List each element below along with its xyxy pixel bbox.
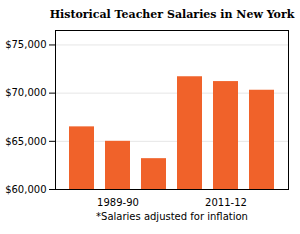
- svg-text:*Salaries adjusted for inflati: *Salaries adjusted for inflation: [96, 211, 248, 222]
- svg-text:Historical Teacher Salaries in: Historical Teacher Salaries in New York: [50, 8, 295, 21]
- svg-text:$60,000: $60,000: [5, 184, 46, 195]
- svg-text:$75,000: $75,000: [5, 39, 46, 50]
- svg-text:2011-12: 2011-12: [205, 197, 247, 208]
- svg-text:1989-90: 1989-90: [97, 197, 139, 208]
- svg-text:$70,000: $70,000: [5, 87, 46, 98]
- svg-text:$65,000: $65,000: [5, 136, 46, 147]
